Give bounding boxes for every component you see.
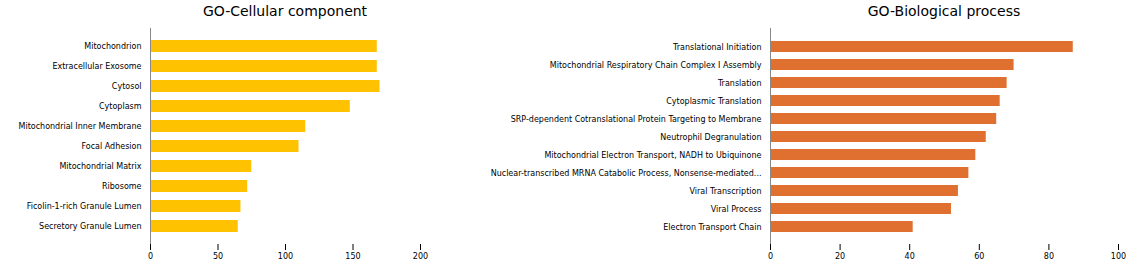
- svg-text:Cytoplasmic Translation: Cytoplasmic Translation: [666, 97, 761, 106]
- svg-text:Nuclear-transcribed MRNA Catab: Nuclear-transcribed MRNA Catabolic Proce…: [491, 169, 762, 178]
- svg-text:60: 60: [974, 252, 984, 261]
- svg-text:Mitochondrial Inner Membrane: Mitochondrial Inner Membrane: [19, 122, 142, 131]
- svg-text:100: 100: [278, 252, 293, 261]
- svg-text:Ficolin-1-rich Granule Lumen: Ficolin-1-rich Granule Lumen: [27, 202, 142, 211]
- svg-text:0: 0: [768, 252, 773, 261]
- svg-text:Translation: Translation: [717, 79, 762, 88]
- svg-text:Translational Initiation: Translational Initiation: [672, 43, 762, 52]
- svg-text:50: 50: [213, 252, 223, 261]
- svg-text:Viral Transcription: Viral Transcription: [690, 187, 762, 196]
- svg-text:80: 80: [1044, 252, 1054, 261]
- svg-text:200: 200: [413, 252, 428, 261]
- svg-text:Neutrophil Degranulation: Neutrophil Degranulation: [660, 133, 761, 142]
- svg-text:150: 150: [345, 252, 360, 261]
- svg-text:Mitochondrial Matrix: Mitochondrial Matrix: [59, 162, 141, 171]
- svg-text:SRP-dependent Cotranslational: SRP-dependent Cotranslational Protein Ta…: [511, 115, 762, 124]
- svg-text:Mitochondrial Respiratory Chai: Mitochondrial Respiratory Chain Complex …: [550, 61, 762, 70]
- svg-text:Mitochondrial Electron Transpo: Mitochondrial Electron Transport, NADH t…: [544, 151, 761, 160]
- html-text:GO-Biological process: GO-Biological process: [867, 3, 1021, 19]
- svg-text:0: 0: [148, 252, 153, 261]
- svg-text:Electron Transport Chain: Electron Transport Chain: [663, 223, 761, 232]
- svg-text:Secretory Granule Lumen: Secretory Granule Lumen: [39, 222, 141, 231]
- svg-text:Ribosome: Ribosome: [102, 182, 142, 191]
- svg-text:Mitochondrion: Mitochondrion: [84, 42, 141, 51]
- svg-text:Cytoplasm: Cytoplasm: [99, 102, 142, 111]
- svg-text:40: 40: [905, 252, 915, 261]
- svg-text:100: 100: [1111, 252, 1126, 261]
- svg-text:Extracellular Exosome: Extracellular Exosome: [52, 62, 141, 71]
- svg-text:Cytosol: Cytosol: [112, 82, 142, 91]
- svg-text:Viral Process: Viral Process: [711, 205, 762, 214]
- svg-text:20: 20: [835, 252, 845, 261]
- svg-text:Focal Adhesion: Focal Adhesion: [81, 142, 141, 151]
- html-text:GO-Cellular component: GO-Cellular component: [202, 3, 368, 19]
